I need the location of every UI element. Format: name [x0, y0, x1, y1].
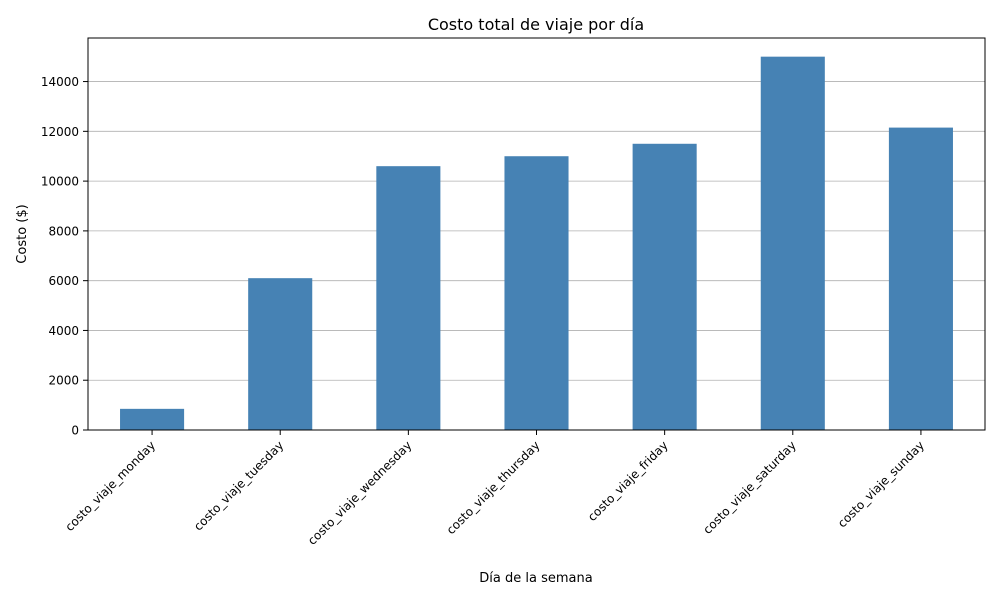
x-tick-label: costo_viaje_wednesday	[305, 438, 415, 548]
y-tick-label: 10000	[41, 175, 79, 189]
bar-costo_viaje_wednesday	[376, 166, 441, 430]
y-axis-ticks: 0 2000 4000 6000 8000 10000 12000 14000	[41, 75, 88, 438]
y-tick-label: 6000	[48, 274, 79, 288]
x-tick-label: costo_viaje_tuesday	[191, 438, 286, 533]
x-tick-label: costo_viaje_monday	[62, 438, 158, 534]
x-tick-label: costo_viaje_saturday	[700, 438, 799, 537]
y-tick-label: 2000	[48, 374, 79, 388]
x-axis-ticks: costo_viaje_monday costo_viaje_tuesday cos…	[62, 430, 927, 548]
y-tick-label: 14000	[41, 75, 79, 89]
bar-costo_viaje_tuesday	[248, 278, 313, 430]
bars	[120, 56, 953, 431]
bar-costo_viaje_friday	[632, 143, 697, 430]
y-axis-label: Costo ($)	[15, 204, 30, 263]
chart-title: Costo total de viaje por día	[428, 15, 644, 34]
bar-costo_viaje_monday	[120, 408, 185, 430]
y-tick-label: 8000	[48, 224, 79, 238]
bar-costo_viaje_sunday	[888, 127, 953, 430]
x-tick-label: costo_viaje_sunday	[835, 438, 927, 530]
y-tick-label: 4000	[48, 324, 79, 338]
y-tick-label: 12000	[41, 125, 79, 139]
x-tick-label: costo_viaje_thursday	[444, 438, 543, 537]
x-axis-label: Día de la semana	[479, 571, 592, 586]
bar-costo_viaje_thursday	[504, 156, 569, 430]
y-tick-label: 0	[71, 424, 79, 438]
bar-costo_viaje_saturday	[760, 56, 825, 431]
x-tick-label: costo_viaje_friday	[585, 438, 671, 524]
